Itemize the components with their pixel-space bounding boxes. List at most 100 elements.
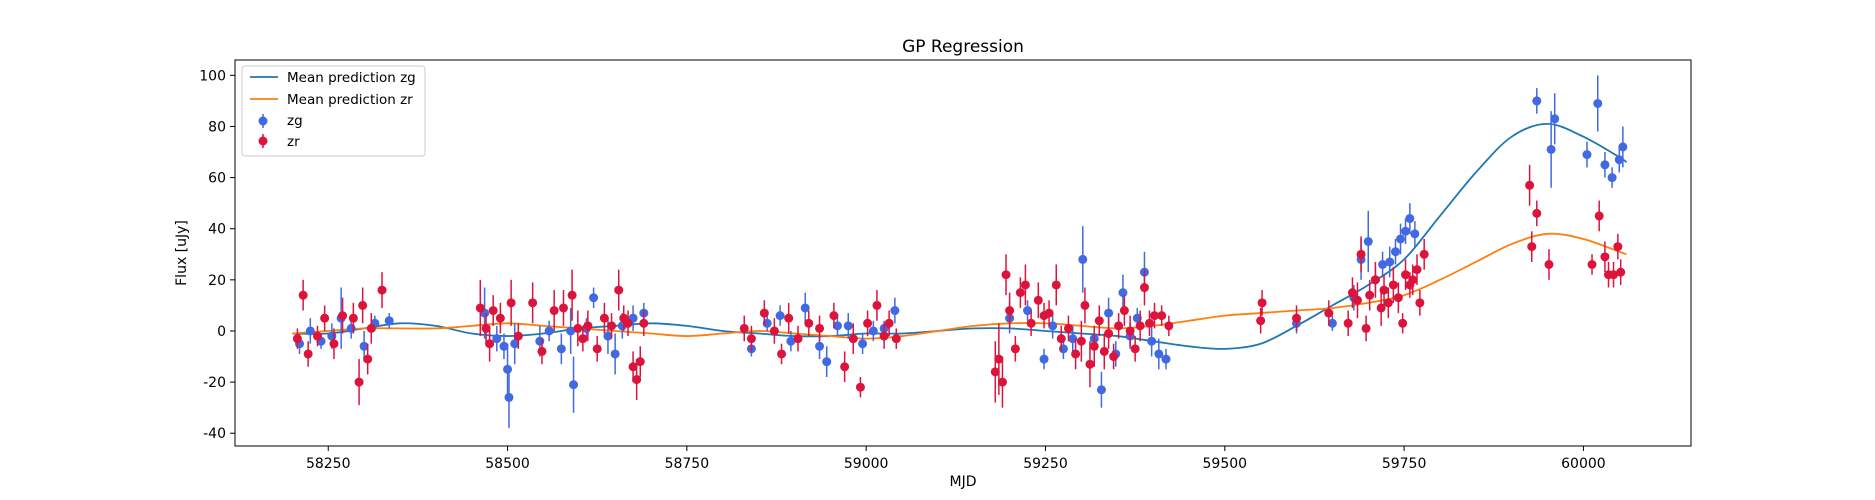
data-point-zg bbox=[305, 318, 315, 344]
data-point-zr bbox=[639, 310, 649, 337]
data-point-zr bbox=[1033, 282, 1043, 319]
marker bbox=[1396, 234, 1406, 244]
marker bbox=[1119, 306, 1129, 316]
marker bbox=[746, 334, 756, 344]
data-point-zr bbox=[583, 310, 593, 342]
marker bbox=[1352, 295, 1362, 305]
marker bbox=[793, 334, 803, 344]
legend-label-line-zg: Mean prediction zg bbox=[287, 70, 416, 86]
marker bbox=[1415, 298, 1425, 308]
marker bbox=[1056, 334, 1066, 344]
data-point-zg bbox=[1023, 300, 1033, 321]
data-point-zr bbox=[1256, 307, 1266, 334]
y-axis-label: Flux [uJy] bbox=[174, 220, 190, 286]
marker bbox=[1527, 242, 1537, 252]
y-axis: -40 -20 0 20 40 60 80 100 bbox=[199, 68, 235, 442]
marker bbox=[879, 331, 889, 341]
marker bbox=[298, 290, 308, 300]
marker bbox=[1144, 318, 1154, 328]
data-point-zr bbox=[1044, 300, 1054, 326]
data-point-zr bbox=[607, 313, 617, 339]
marker bbox=[1356, 249, 1366, 259]
data-point-zr bbox=[348, 302, 358, 334]
marker bbox=[510, 339, 520, 349]
marker bbox=[499, 341, 509, 351]
marker bbox=[1614, 155, 1624, 165]
data-point-zr bbox=[549, 290, 559, 331]
marker bbox=[358, 300, 368, 310]
data-point-zr bbox=[1080, 287, 1090, 324]
marker bbox=[1609, 270, 1619, 280]
data-point-zr bbox=[872, 290, 882, 321]
marker bbox=[535, 336, 545, 346]
marker bbox=[1010, 344, 1020, 354]
marker bbox=[1063, 323, 1073, 333]
data-point-zg bbox=[492, 325, 502, 352]
x-axis: 58250 58500 58750 59000 59250 59500 59750 60000 bbox=[306, 446, 1606, 472]
data-point-zg bbox=[504, 366, 514, 429]
marker bbox=[1114, 321, 1124, 331]
x-tick-label: 59000 bbox=[844, 456, 889, 472]
data-point-zr bbox=[1114, 313, 1124, 339]
marker bbox=[1157, 311, 1167, 321]
data-point-zr bbox=[1015, 277, 1025, 308]
marker bbox=[1532, 96, 1542, 106]
marker bbox=[1532, 208, 1542, 218]
marker bbox=[1390, 247, 1400, 257]
data-point-zr bbox=[1010, 336, 1020, 362]
data-point-zr bbox=[840, 351, 850, 383]
data-point-zr bbox=[377, 272, 387, 308]
marker bbox=[1099, 346, 1109, 356]
marker bbox=[800, 303, 810, 313]
marker bbox=[614, 285, 624, 295]
data-point-zg bbox=[1396, 223, 1406, 255]
x-tick-label: 58750 bbox=[665, 456, 710, 472]
marker bbox=[1001, 270, 1011, 280]
legend-label-zr: zr bbox=[287, 134, 300, 150]
data-point-zr bbox=[1600, 241, 1610, 273]
data-point-zr bbox=[739, 315, 749, 342]
data-point-zr bbox=[793, 325, 803, 352]
marker bbox=[1401, 270, 1411, 280]
y-tick-label: -20 bbox=[203, 375, 226, 391]
marker bbox=[1587, 260, 1597, 270]
data-point-zr bbox=[298, 279, 308, 311]
data-point-zr bbox=[1001, 254, 1011, 296]
data-point-zr bbox=[366, 313, 376, 344]
data-point-zg bbox=[510, 323, 520, 365]
marker bbox=[506, 298, 516, 308]
data-point-zr bbox=[1419, 238, 1429, 270]
marker bbox=[603, 331, 613, 341]
marker bbox=[639, 318, 649, 328]
data-point-zr bbox=[1527, 231, 1537, 262]
data-point-zr bbox=[558, 290, 568, 326]
marker bbox=[578, 334, 588, 344]
marker bbox=[1078, 254, 1088, 264]
marker bbox=[1370, 275, 1380, 285]
data-point-zg bbox=[1593, 75, 1603, 132]
marker bbox=[1408, 275, 1418, 285]
marker bbox=[994, 354, 1004, 364]
data-point-zr bbox=[329, 328, 339, 360]
data-point-zr bbox=[1352, 282, 1362, 319]
data-point-zr bbox=[1365, 279, 1375, 311]
marker bbox=[635, 357, 645, 367]
data-point-zr bbox=[1324, 300, 1334, 326]
marker bbox=[556, 344, 566, 354]
data-point-zg bbox=[556, 333, 566, 365]
data-point-zg bbox=[1078, 226, 1088, 293]
marker bbox=[363, 354, 373, 364]
marker bbox=[303, 349, 313, 359]
data-point-zr bbox=[303, 341, 313, 367]
data-point-zg bbox=[1118, 274, 1128, 311]
marker bbox=[1600, 160, 1610, 170]
marker bbox=[1593, 98, 1603, 108]
y-tick-label: 40 bbox=[208, 222, 226, 238]
data-point-zr bbox=[1026, 310, 1036, 337]
data-point-zg bbox=[890, 297, 900, 324]
y-tick-label: 80 bbox=[208, 119, 226, 135]
marker bbox=[338, 311, 348, 321]
marker bbox=[1080, 300, 1090, 310]
marker bbox=[1033, 295, 1043, 305]
plot-area bbox=[292, 75, 1628, 429]
